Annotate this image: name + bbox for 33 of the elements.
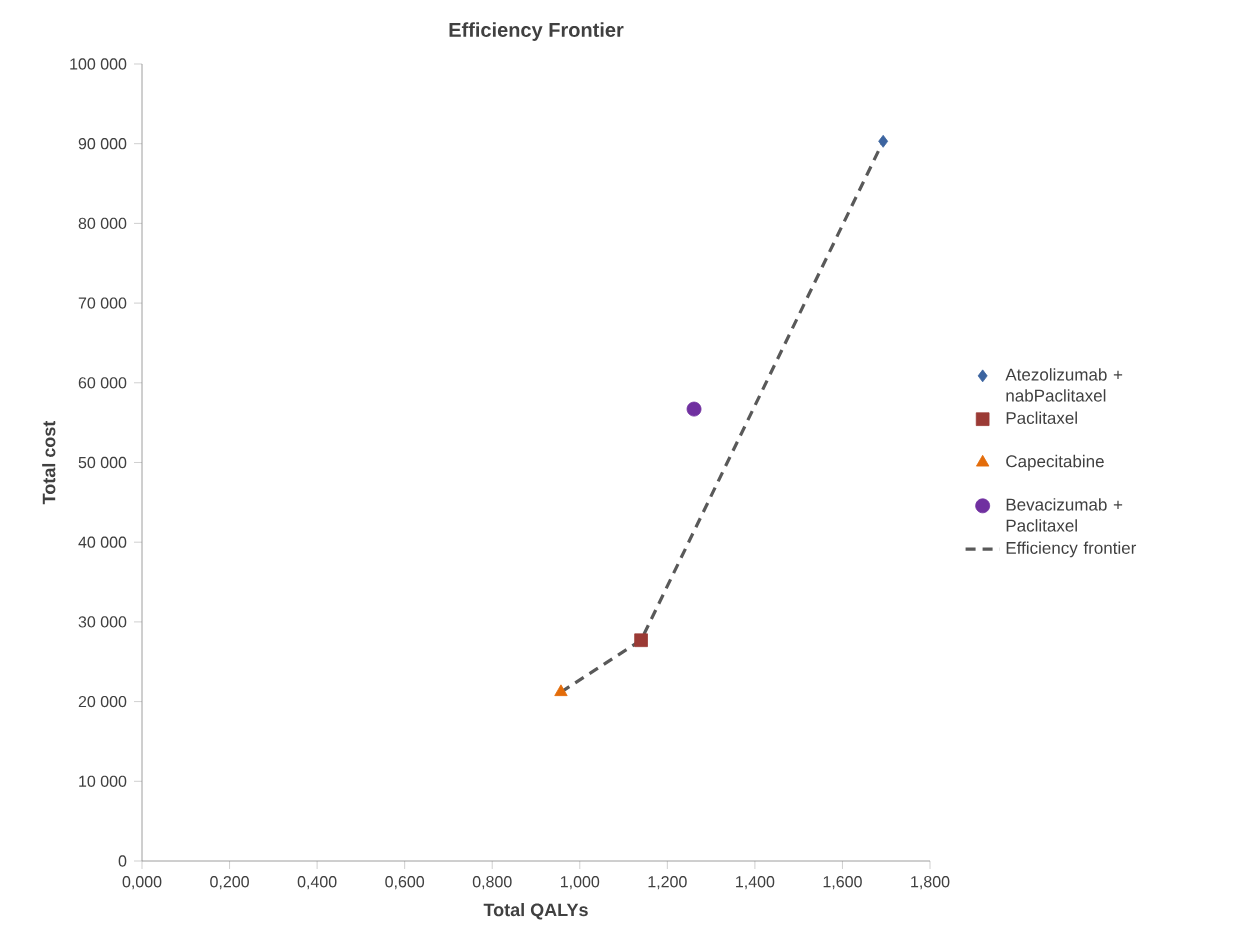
y-tick-label: 70 000 xyxy=(78,297,127,309)
x-tick-label: 1,600 xyxy=(823,876,862,890)
y-tick-label: 50 000 xyxy=(78,456,127,469)
x-tick-label: 1,800 xyxy=(911,876,950,890)
x-tick-label: 0,400 xyxy=(297,876,337,890)
y-tick-label: 90 000 xyxy=(78,138,127,150)
chart-title: Efficiency Frontier xyxy=(449,22,624,41)
y-tick-label: 10 000 xyxy=(79,775,127,787)
y-tick-label: 30 000 xyxy=(78,616,127,628)
x-tick-label: 0,600 xyxy=(385,876,425,890)
legend-label: Atezolizumab + nabPaclitaxel xyxy=(1005,368,1123,402)
y-tick-label: 100 000 xyxy=(70,58,127,70)
x-tick-label: 1,000 xyxy=(560,876,600,890)
y-tick-label: 80 000 xyxy=(78,217,127,230)
x-tick-label: 0,200 xyxy=(210,876,249,890)
point xyxy=(554,684,568,697)
x-axis-title: Total QALYs xyxy=(483,903,588,920)
point xyxy=(878,134,889,148)
point xyxy=(686,401,702,417)
point xyxy=(634,633,648,648)
y-tick-label: 60 000 xyxy=(78,377,127,389)
legend-label: Capecitabine xyxy=(1006,454,1104,471)
legend-label: Bevacizumab + Paclitaxel xyxy=(1006,498,1123,532)
y-axis-title: Total cost xyxy=(42,420,56,505)
legend-label: Efficiency frontier xyxy=(1006,541,1137,558)
y-tick-label: 20 000 xyxy=(78,695,127,708)
x-tick-label: 1,200 xyxy=(648,876,687,890)
x-tick-label: 1,400 xyxy=(736,876,775,890)
legend-label: Paclitaxel xyxy=(1006,411,1077,424)
x-tick-label: 0,000 xyxy=(122,876,162,890)
y-tick-label: 0 xyxy=(118,855,127,867)
y-tick-label: 40 000 xyxy=(78,536,127,548)
x-tick-label: 0,800 xyxy=(472,876,512,890)
